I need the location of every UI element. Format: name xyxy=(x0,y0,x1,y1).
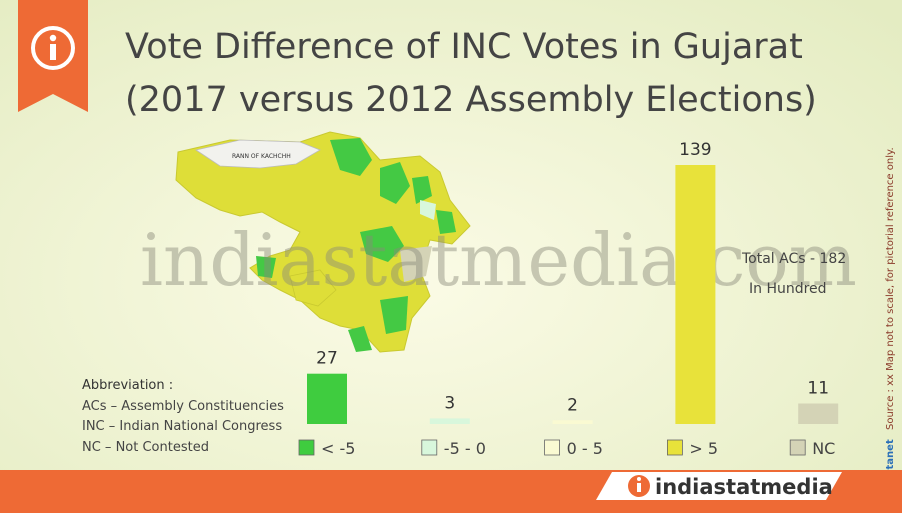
chart-title: Vote Difference of INC Votes in Gujarat xyxy=(125,27,803,67)
bar xyxy=(798,403,839,424)
abbreviation: INC – Indian National Congress xyxy=(82,419,282,434)
bar xyxy=(429,418,470,424)
info-icon-stem xyxy=(50,44,56,60)
plot: 27 < -5 3 -5 - 0 2 0 - 5 139 > 5 11 NC xyxy=(298,140,839,458)
abbreviation: NC – Not Contested xyxy=(82,440,209,455)
legend-label: 0 - 5 xyxy=(567,439,603,458)
legend-marker xyxy=(789,439,806,456)
chart-subtitle: (2017 versus 2012 Assembly Elections) xyxy=(125,80,817,120)
watermark: indiastatmedia.com xyxy=(140,218,857,302)
legend-label: -5 - 0 xyxy=(444,439,486,458)
footer-logo-icon-dot xyxy=(637,477,641,481)
legend-label: < -5 xyxy=(321,439,355,458)
map: RANN OF KACHCHH xyxy=(175,131,471,353)
annotation: Total ACs - 182 xyxy=(741,251,846,267)
legend-label: > 5 xyxy=(689,439,718,458)
value-label: 139 xyxy=(679,140,711,160)
legend-marker xyxy=(421,439,438,456)
annotation: In Hundred xyxy=(749,281,827,297)
legend-marker xyxy=(544,439,560,456)
footer-brand: indiastatmedia xyxy=(655,475,833,499)
value-label: 11 xyxy=(807,379,829,399)
value-label: 3 xyxy=(444,393,455,413)
value-label: 2 xyxy=(567,395,578,415)
bar xyxy=(552,420,593,424)
legend-label: NC xyxy=(812,439,835,458)
legend-marker xyxy=(298,439,315,456)
side-note: Source : xx Map not to scale, for pictor… xyxy=(885,147,896,430)
footer-logo-icon-stem xyxy=(637,483,641,492)
value-label: 27 xyxy=(316,349,338,369)
abbreviation: ACs – Assembly Constituencies xyxy=(82,399,284,414)
info-icon xyxy=(31,26,75,70)
bar xyxy=(675,165,716,424)
abbreviation-heading: Abbreviation : xyxy=(82,378,173,393)
footer-logo-box xyxy=(596,472,842,500)
bar xyxy=(307,373,347,424)
credit: © Datanet xyxy=(885,439,896,498)
info-icon-dot xyxy=(49,34,57,42)
map-label: RANN OF KACHCHH xyxy=(232,153,291,160)
legend-marker xyxy=(667,439,683,456)
